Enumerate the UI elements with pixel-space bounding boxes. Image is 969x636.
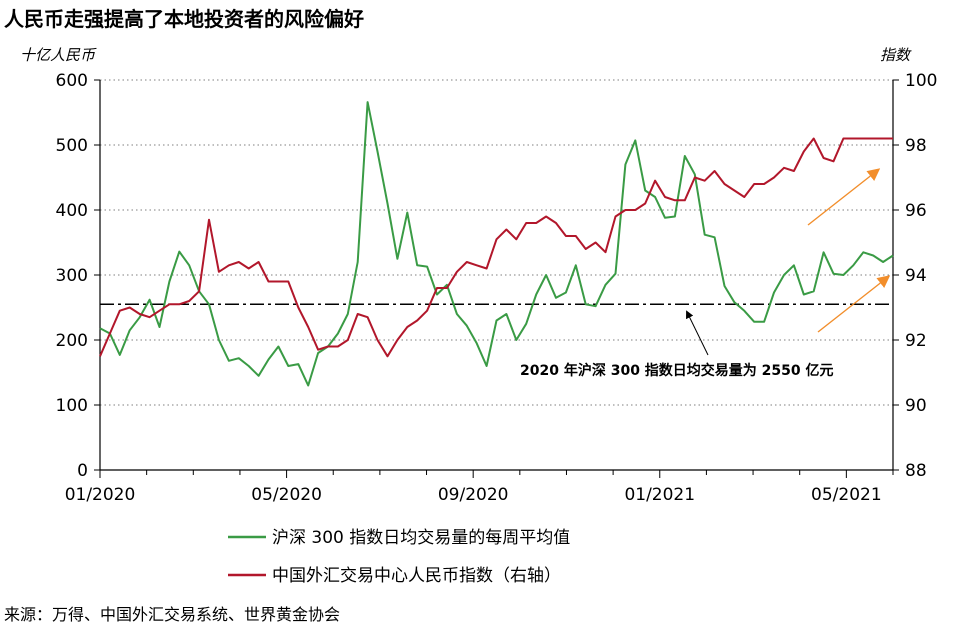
chart-title: 人民币走强提高了本地投资者的风险偏好 xyxy=(4,7,364,31)
right-axis-unit: 指数 xyxy=(880,46,912,64)
right-tick-label: 100 xyxy=(905,71,937,91)
right-tick-label: 92 xyxy=(905,331,927,351)
legend-label-volume: 沪深 300 指数日均交易量的每周平均值 xyxy=(272,528,570,548)
legend-label-index: 中国外汇交易中心人民币指数（右轴） xyxy=(272,566,561,586)
arrows xyxy=(686,168,891,356)
x-tick-label: 05/2020 xyxy=(251,485,322,505)
gridlines xyxy=(100,79,893,406)
left-tick-label: 500 xyxy=(56,136,88,156)
x-tick-label: 09/2020 xyxy=(438,485,509,505)
left-axis-unit: 十亿人民币 xyxy=(20,46,97,64)
x-tick-label: 01/2020 xyxy=(65,485,136,505)
left-tick-label: 0 xyxy=(77,461,88,481)
series-line-rmb-index xyxy=(99,137,893,358)
x-tick-label: 01/2021 xyxy=(624,485,695,505)
right-tick-label: 96 xyxy=(905,201,927,221)
legend: 沪深 300 指数日均交易量的每周平均值 中国外汇交易中心人民币指数（右轴） xyxy=(228,528,570,586)
right-tick-label: 90 xyxy=(905,396,927,416)
trend-arrow-volume xyxy=(817,275,891,333)
series-line-volume xyxy=(99,101,894,387)
left-tick-label: 600 xyxy=(56,71,88,91)
right-tick-label: 98 xyxy=(905,136,927,156)
left-tick-label: 400 xyxy=(56,201,88,221)
left-tick-label: 300 xyxy=(56,266,88,286)
right-axis-ticks: 88 90 92 94 96 98 100 xyxy=(893,71,937,481)
left-tick-label: 100 xyxy=(56,396,88,416)
x-tick-label: 05/2021 xyxy=(811,485,882,505)
trend-arrow-rmb xyxy=(807,168,881,226)
annotation-text: 2020 年沪深 300 指数日均交易量为 2550 亿元 xyxy=(520,362,834,379)
series-lines xyxy=(99,101,894,387)
left-axis-ticks: 0 100 200 300 400 500 600 xyxy=(56,71,100,481)
x-axis-ticks: 01/2020 05/2020 09/2020 01/2021 05/2021 xyxy=(65,470,894,505)
annotation-arrow xyxy=(686,310,709,356)
source-note: 来源：万得、中国外汇交易系统、世界黄金协会 xyxy=(4,605,340,624)
left-tick-label: 200 xyxy=(56,331,88,351)
right-tick-label: 88 xyxy=(905,461,927,481)
right-tick-label: 94 xyxy=(905,266,927,286)
